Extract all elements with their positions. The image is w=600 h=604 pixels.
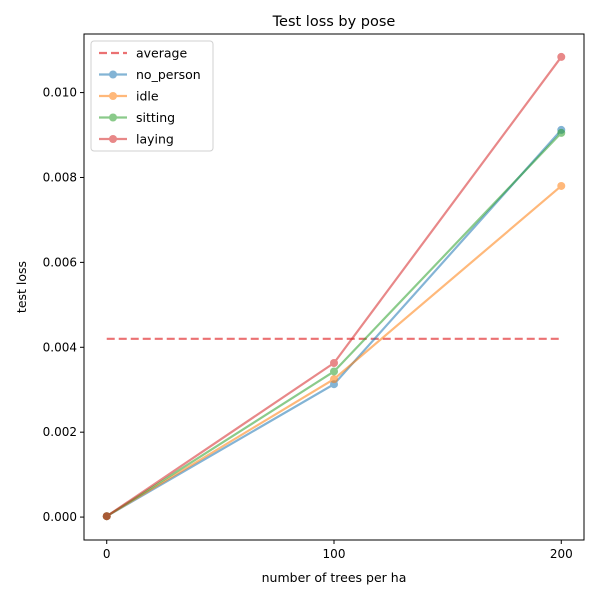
y-tick-label: 0.004: [43, 340, 77, 354]
legend-label: no_person: [136, 67, 201, 82]
chart-title: Test loss by pose: [272, 14, 396, 30]
legend-entry: laying: [99, 132, 174, 147]
y-axis-label: test loss: [14, 261, 29, 313]
plot-lines: [102, 52, 566, 521]
data-point: [102, 512, 111, 521]
data-point: [557, 128, 566, 137]
legend-entry: sitting: [99, 110, 175, 125]
data-point: [557, 181, 566, 190]
legend-swatch-marker: [109, 113, 117, 122]
legend-label: laying: [136, 132, 174, 147]
data-point: [330, 367, 338, 376]
legend-swatch: [99, 135, 127, 143]
legend-swatch-marker: [109, 135, 117, 143]
legend-swatch: [99, 70, 127, 79]
legend-entry: idle: [99, 89, 159, 104]
data-point: [330, 358, 338, 367]
x-tick-label: 100: [323, 547, 346, 561]
y-axis: 0.000 0.002 0.004 0.006 0.008 0.010: [43, 86, 84, 524]
series-laying: [102, 52, 566, 521]
y-tick-label: 0.008: [43, 170, 77, 184]
y-tick-label: 0.006: [43, 255, 77, 269]
y-tick-label: 0.000: [43, 510, 77, 524]
y-tick-label: 0.002: [43, 425, 77, 439]
legend-swatch: [99, 92, 127, 100]
x-axis-label: number of trees per ha: [262, 570, 407, 585]
legend-swatch-marker: [109, 92, 117, 100]
x-tick-label: 200: [550, 547, 573, 561]
x-axis: 0 100 200: [103, 540, 573, 561]
y-tick-label: 0.010: [43, 86, 77, 100]
data-point: [557, 52, 566, 61]
data-point: [330, 375, 338, 384]
legend-label: idle: [136, 89, 159, 104]
legend-entry: average: [99, 46, 187, 61]
legend-entry: no_person: [99, 67, 201, 82]
x-tick-label: 0: [103, 547, 111, 561]
legend-swatch-marker: [109, 70, 117, 79]
legend-label: sitting: [136, 110, 175, 125]
legend-box: [90, 40, 214, 152]
legend-label: average: [136, 46, 187, 61]
legend-swatch: [99, 113, 127, 122]
